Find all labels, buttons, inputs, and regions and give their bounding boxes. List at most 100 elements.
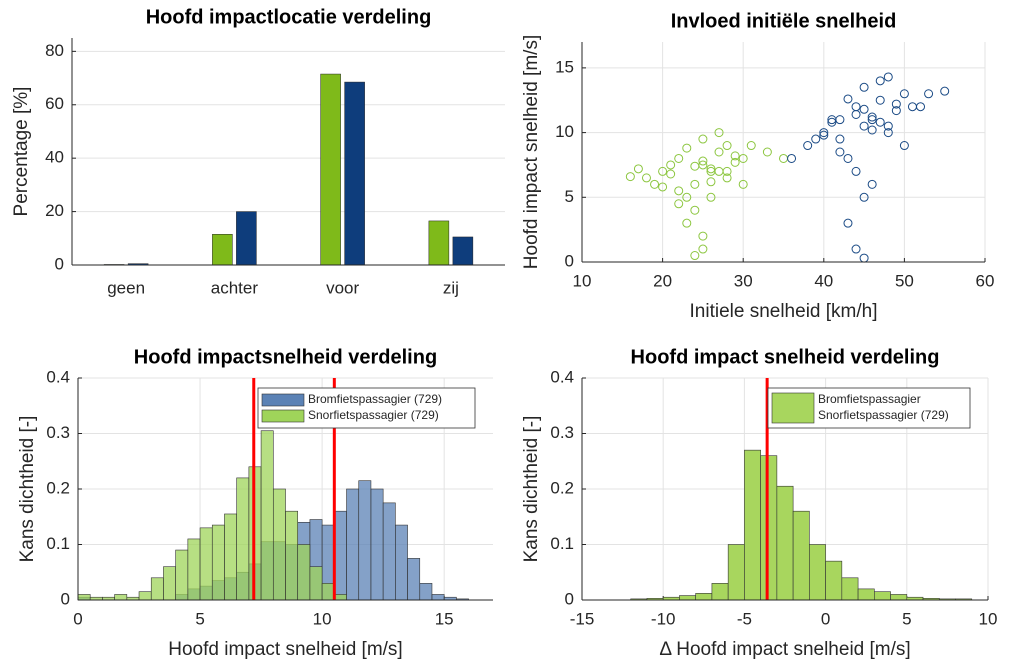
y-tick-label: 0	[565, 251, 574, 270]
y-tick-label: 10	[555, 122, 574, 141]
y-axis-label: Kans dichtheid [-]	[521, 416, 542, 563]
scatter-point	[698, 156, 708, 166]
scatter-point	[698, 134, 708, 144]
x-tick-label: 5	[195, 609, 204, 628]
legend-label: Bromfietspassagier	[818, 392, 921, 406]
x-axis-label: Δ Hoofd impact snelheid [m/s]	[659, 639, 910, 660]
scatter-point	[843, 94, 853, 104]
histogram-bar	[187, 538, 201, 601]
scatter-point	[746, 141, 756, 151]
histogram-bar	[792, 510, 810, 601]
y-tick-label: 0.2	[550, 478, 574, 497]
scatter-point	[819, 130, 829, 140]
legend-label: Snorfietspassagier (729)	[308, 408, 439, 422]
histogram-bar	[358, 480, 372, 601]
y-tick-label: 20	[45, 201, 64, 220]
histogram-bar	[809, 544, 826, 601]
histogram-bar	[199, 527, 213, 601]
scatter-point	[698, 231, 708, 241]
histogram-bar	[321, 583, 335, 601]
scatter-point	[827, 117, 837, 127]
bar	[452, 236, 474, 266]
scatter-point	[875, 76, 885, 86]
scatter-point	[674, 199, 684, 209]
scatter-point	[625, 172, 635, 182]
chart-title: Invloed initiële snelheid	[671, 10, 897, 32]
histogram-bar	[77, 594, 91, 601]
y-tick-label: 40	[45, 148, 64, 167]
histogram-bar	[776, 485, 794, 601]
histogram-bar	[346, 488, 360, 601]
scatter-point	[690, 179, 700, 189]
x-tick-label: 40	[814, 271, 833, 290]
legend-swatch	[771, 392, 815, 424]
x-tick-label: 5	[902, 609, 911, 628]
histogram-bar	[309, 566, 323, 601]
histogram-bar	[114, 594, 128, 601]
histogram-bar	[334, 510, 347, 601]
scatter-point	[706, 177, 716, 187]
chart-title: Hoofd impact snelheid verdeling	[631, 346, 940, 368]
scatter-point	[738, 153, 748, 163]
histogram-bar	[395, 524, 408, 601]
scatter-point	[650, 179, 660, 189]
scatter-point	[690, 205, 700, 215]
x-tick-label: 0	[73, 609, 82, 628]
scatter-point	[883, 121, 893, 131]
scatter-point	[722, 141, 732, 151]
scatter-point	[940, 86, 950, 96]
scatter-point	[859, 192, 869, 202]
x-tick-label: zij	[443, 278, 459, 297]
scatter-point	[779, 153, 788, 163]
y-axis-label: Kans dichtheid [-]	[17, 416, 38, 563]
histogram-bar	[431, 594, 445, 601]
scatter-point	[875, 95, 885, 105]
bar	[320, 73, 341, 266]
x-tick-label: 30	[734, 271, 753, 290]
histogram-bar	[407, 558, 421, 601]
y-tick-label: 0.1	[46, 534, 70, 553]
histogram-bar	[211, 524, 225, 601]
histogram-bar	[679, 595, 696, 601]
histogram-bar	[382, 502, 396, 601]
y-tick-label: 0.4	[46, 367, 70, 386]
scatter-point	[883, 128, 893, 138]
histogram-bar	[285, 510, 299, 601]
scatter-point	[714, 147, 724, 157]
scatter-point	[859, 121, 869, 131]
scatter-point	[706, 192, 716, 202]
bar	[212, 234, 233, 266]
scatter-point	[843, 153, 853, 163]
scatter-point	[859, 104, 869, 114]
bar	[428, 220, 450, 266]
scatter-point	[633, 164, 643, 174]
scatter-point	[698, 244, 708, 254]
x-tick-label: 60	[976, 271, 995, 290]
histogram-bar	[825, 560, 843, 601]
scatter-point	[666, 169, 676, 179]
histogram-bar	[419, 583, 433, 601]
x-tick-label: 15	[435, 609, 454, 628]
y-tick-label: 0.2	[46, 478, 70, 497]
chart-title: Hoofd impactlocatie verdeling	[146, 6, 432, 28]
y-tick-label: 0	[565, 589, 574, 608]
histogram-bar	[841, 577, 859, 601]
y-tick-label: 0	[55, 254, 64, 273]
histogram-bar	[163, 566, 176, 601]
x-tick-label: 10	[573, 271, 592, 290]
x-axis-label: Hoofd impact snelheid [m/s]	[168, 639, 402, 660]
y-axis-label: Hoofd impact snelheid [m/s]	[521, 35, 542, 269]
scatter-point	[899, 89, 909, 99]
scatter-point	[867, 125, 877, 135]
histogram-bar	[175, 549, 189, 601]
histogram-bar	[370, 488, 384, 601]
scatter-point	[674, 153, 684, 163]
scatter-point	[658, 182, 668, 192]
y-tick-label: 60	[45, 94, 64, 113]
scatter-point	[738, 179, 748, 189]
scatter-point	[714, 128, 724, 138]
scatter-point	[924, 89, 934, 99]
x-tick-label: 10	[313, 609, 332, 628]
